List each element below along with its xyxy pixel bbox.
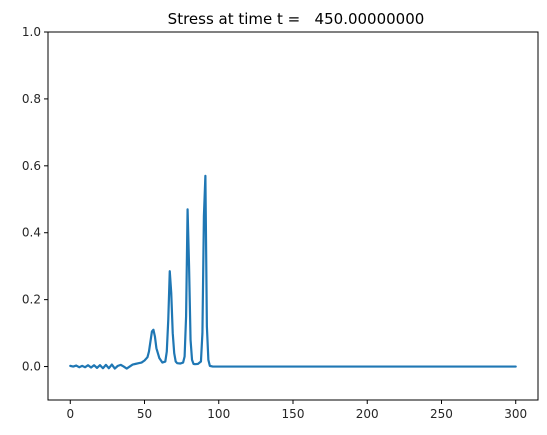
y-tick-label: 0.0 — [22, 360, 41, 374]
x-tick-label: 250 — [430, 407, 453, 421]
x-tick-label: 150 — [282, 407, 305, 421]
chart-title: Stress at time t = 450.00000000 — [168, 10, 425, 28]
stress-series-line — [69, 174, 517, 370]
x-tick-label: 50 — [137, 407, 152, 421]
y-tick-label: 0.2 — [22, 293, 41, 307]
y-tick-label: 0.6 — [22, 159, 41, 173]
x-tick-label: 200 — [356, 407, 379, 421]
plot-frame — [47, 31, 539, 401]
x-tick-label: 300 — [504, 407, 527, 421]
x-tick-label: 100 — [207, 407, 230, 421]
y-tick-label: 0.4 — [22, 226, 41, 240]
y-tick-label: 1.0 — [22, 25, 41, 39]
y-tick-label: 0.8 — [22, 92, 41, 106]
x-tick-label: 0 — [66, 407, 74, 421]
